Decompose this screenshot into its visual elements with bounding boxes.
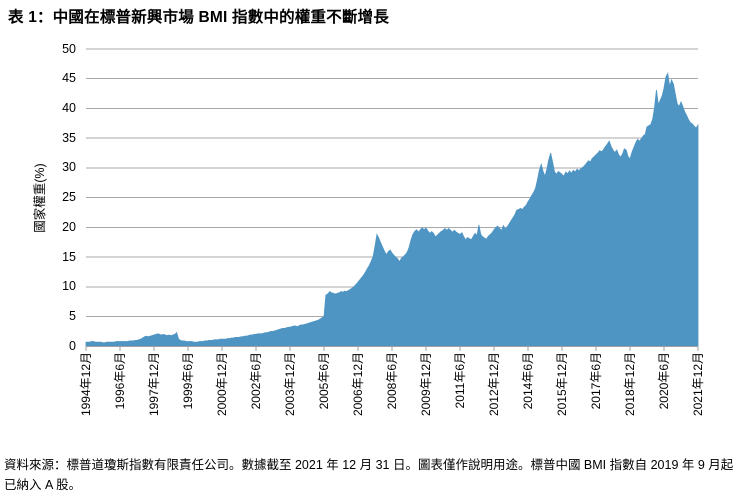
- china-weight-area-series: [85, 72, 699, 347]
- y-tick-label: 50: [62, 41, 76, 56]
- y-tick-label: 20: [62, 219, 76, 234]
- x-tick-label: 2002年6月: [249, 352, 263, 410]
- x-tick-label: 2006年12月: [351, 352, 365, 417]
- x-tick-label: 1996年6月: [113, 352, 127, 410]
- chart-title: 表 1：中國在標普新興市場 BMI 指數中的權重不斷增長: [8, 9, 390, 26]
- x-tick-label: 2009年12月: [419, 352, 433, 417]
- x-tick-label: 2018年12月: [623, 352, 637, 417]
- y-tick-label: 30: [62, 160, 76, 175]
- x-tick-label: 2017年6月: [589, 352, 603, 410]
- y-tick-label: 10: [62, 279, 76, 294]
- x-tick-label: 1997年12月: [147, 352, 161, 417]
- y-tick-label: 15: [62, 249, 76, 264]
- y-tick-label: 0: [69, 338, 76, 353]
- x-tick-label: 2012年12月: [487, 352, 501, 417]
- source-note: 資料來源：標普道瓊斯指數有限責任公司。數據截至 2021 年 12 月 31 日…: [4, 458, 734, 492]
- x-tick-label: 2014年6月: [521, 352, 535, 410]
- area-chart-svg: [85, 48, 699, 351]
- x-tick-label: 2005年6月: [317, 352, 331, 410]
- x-tick-label: 2008年6月: [385, 352, 399, 410]
- x-tick-label: 2011年6月: [453, 352, 467, 409]
- y-tick-label: 25: [62, 190, 76, 205]
- x-tick-label: 2015年12月: [555, 352, 569, 417]
- x-tick-label: 2000年12月: [215, 352, 229, 417]
- y-tick-label: 45: [62, 71, 76, 86]
- x-tick-label: 2021年12月: [691, 352, 705, 417]
- y-tick-label: 5: [69, 309, 76, 324]
- x-tick-label: 1999年6月: [181, 352, 195, 410]
- y-tick-label: 35: [62, 130, 76, 145]
- x-tick-label: 1994年12月: [79, 352, 93, 417]
- y-tick-label: 40: [62, 101, 76, 115]
- x-tick-label: 2003年12月: [283, 352, 297, 417]
- x-tick-label: 2020年6月: [657, 352, 671, 410]
